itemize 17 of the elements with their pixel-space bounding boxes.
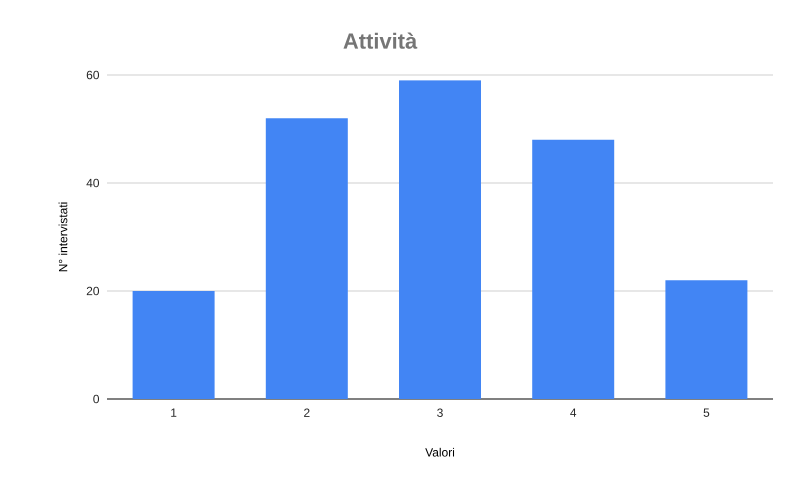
y-tick-label: 0 [93, 394, 100, 404]
x-tick-label: 3 [437, 408, 443, 417]
bar [266, 118, 348, 399]
x-tick-label: 2 [304, 408, 310, 417]
chart-title: Attività [343, 32, 418, 49]
bar [399, 80, 482, 399]
x-tick-label: 4 [570, 408, 576, 417]
y-tick-label: 60 [86, 70, 100, 80]
x-tick-label: 5 [704, 408, 710, 417]
bar [132, 291, 215, 399]
x-tick-label: 1 [171, 408, 176, 417]
y-axis-title: N° intervistati [58, 202, 68, 272]
bar [532, 140, 614, 399]
y-tick-label: 20 [86, 286, 100, 296]
x-axis-title: Valori [425, 448, 454, 457]
y-tick-label: 40 [86, 178, 100, 188]
bar [665, 280, 748, 399]
